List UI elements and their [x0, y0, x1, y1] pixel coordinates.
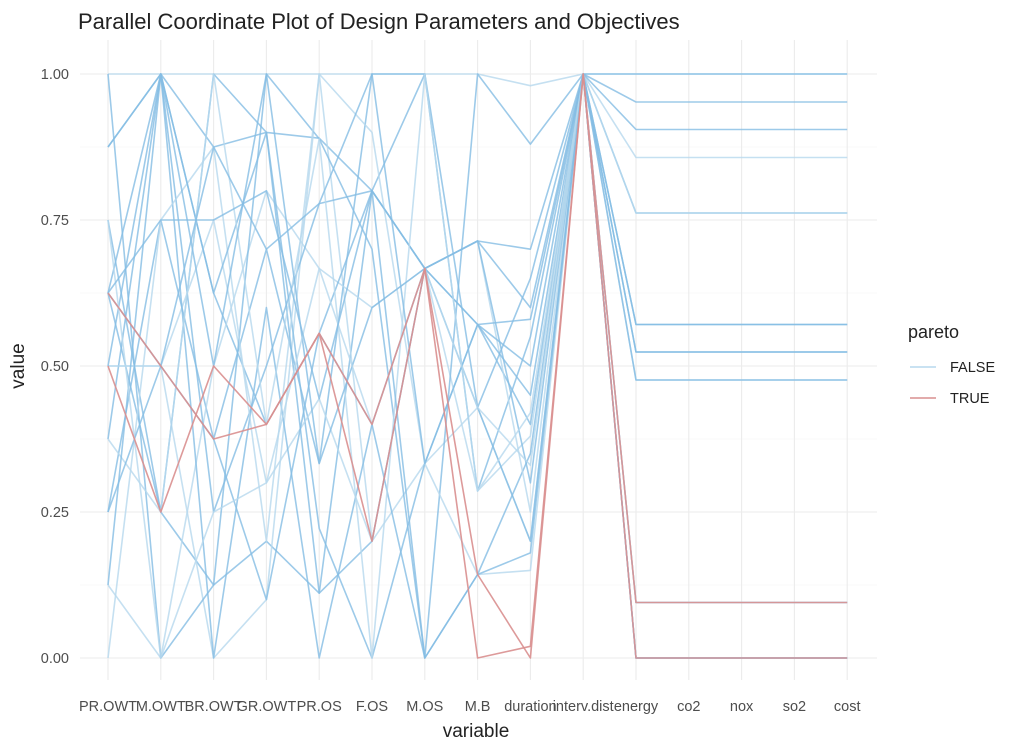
- x-tick-label: PR.OWT: [79, 699, 137, 715]
- y-axis-ticks: 0.00 0.25 0.50 0.75 1.00: [41, 67, 69, 667]
- y-tick-label: 1.00: [41, 67, 69, 83]
- y-tick-label: 0.75: [41, 213, 69, 229]
- series-lines: [107, 73, 848, 659]
- y-tick-label: 0.00: [41, 651, 69, 667]
- y-tick-label: 0.25: [41, 505, 69, 521]
- y-tick-label: 0.50: [41, 359, 69, 375]
- x-tick-label: M.OS: [406, 699, 443, 715]
- x-tick-label: nox: [730, 699, 754, 715]
- legend: pareto FALSE TRUE: [908, 322, 995, 407]
- x-tick-label: M.OWT: [136, 699, 186, 715]
- x-tick-label: M.B: [465, 699, 491, 715]
- x-tick-label: interv.dist: [553, 699, 614, 715]
- x-tick-label: so2: [783, 699, 806, 715]
- x-tick-label: BR.OWT: [185, 699, 243, 715]
- x-tick-label: cost: [834, 699, 861, 715]
- y-axis-title: value: [8, 343, 29, 388]
- series-line-pareto-false: [107, 73, 848, 659]
- series-line-pareto-false: [107, 73, 848, 659]
- legend-label: TRUE: [950, 391, 990, 407]
- x-tick-label: F.OS: [356, 699, 388, 715]
- x-tick-label: PR.OS: [297, 699, 342, 715]
- legend-label: FALSE: [950, 360, 995, 376]
- chart-title: Parallel Coordinate Plot of Design Param…: [78, 9, 680, 34]
- series-line-pareto-false: [107, 73, 848, 586]
- x-tick-label: co2: [677, 699, 700, 715]
- x-tick-label: energy: [614, 699, 659, 715]
- series-line-pareto-true: [107, 73, 848, 659]
- x-tick-label: duration: [504, 699, 556, 715]
- legend-title: pareto: [908, 322, 959, 342]
- x-axis-title: variable: [443, 721, 510, 742]
- x-tick-label: GR.OWT: [237, 699, 297, 715]
- series-line-pareto-true: [107, 73, 848, 659]
